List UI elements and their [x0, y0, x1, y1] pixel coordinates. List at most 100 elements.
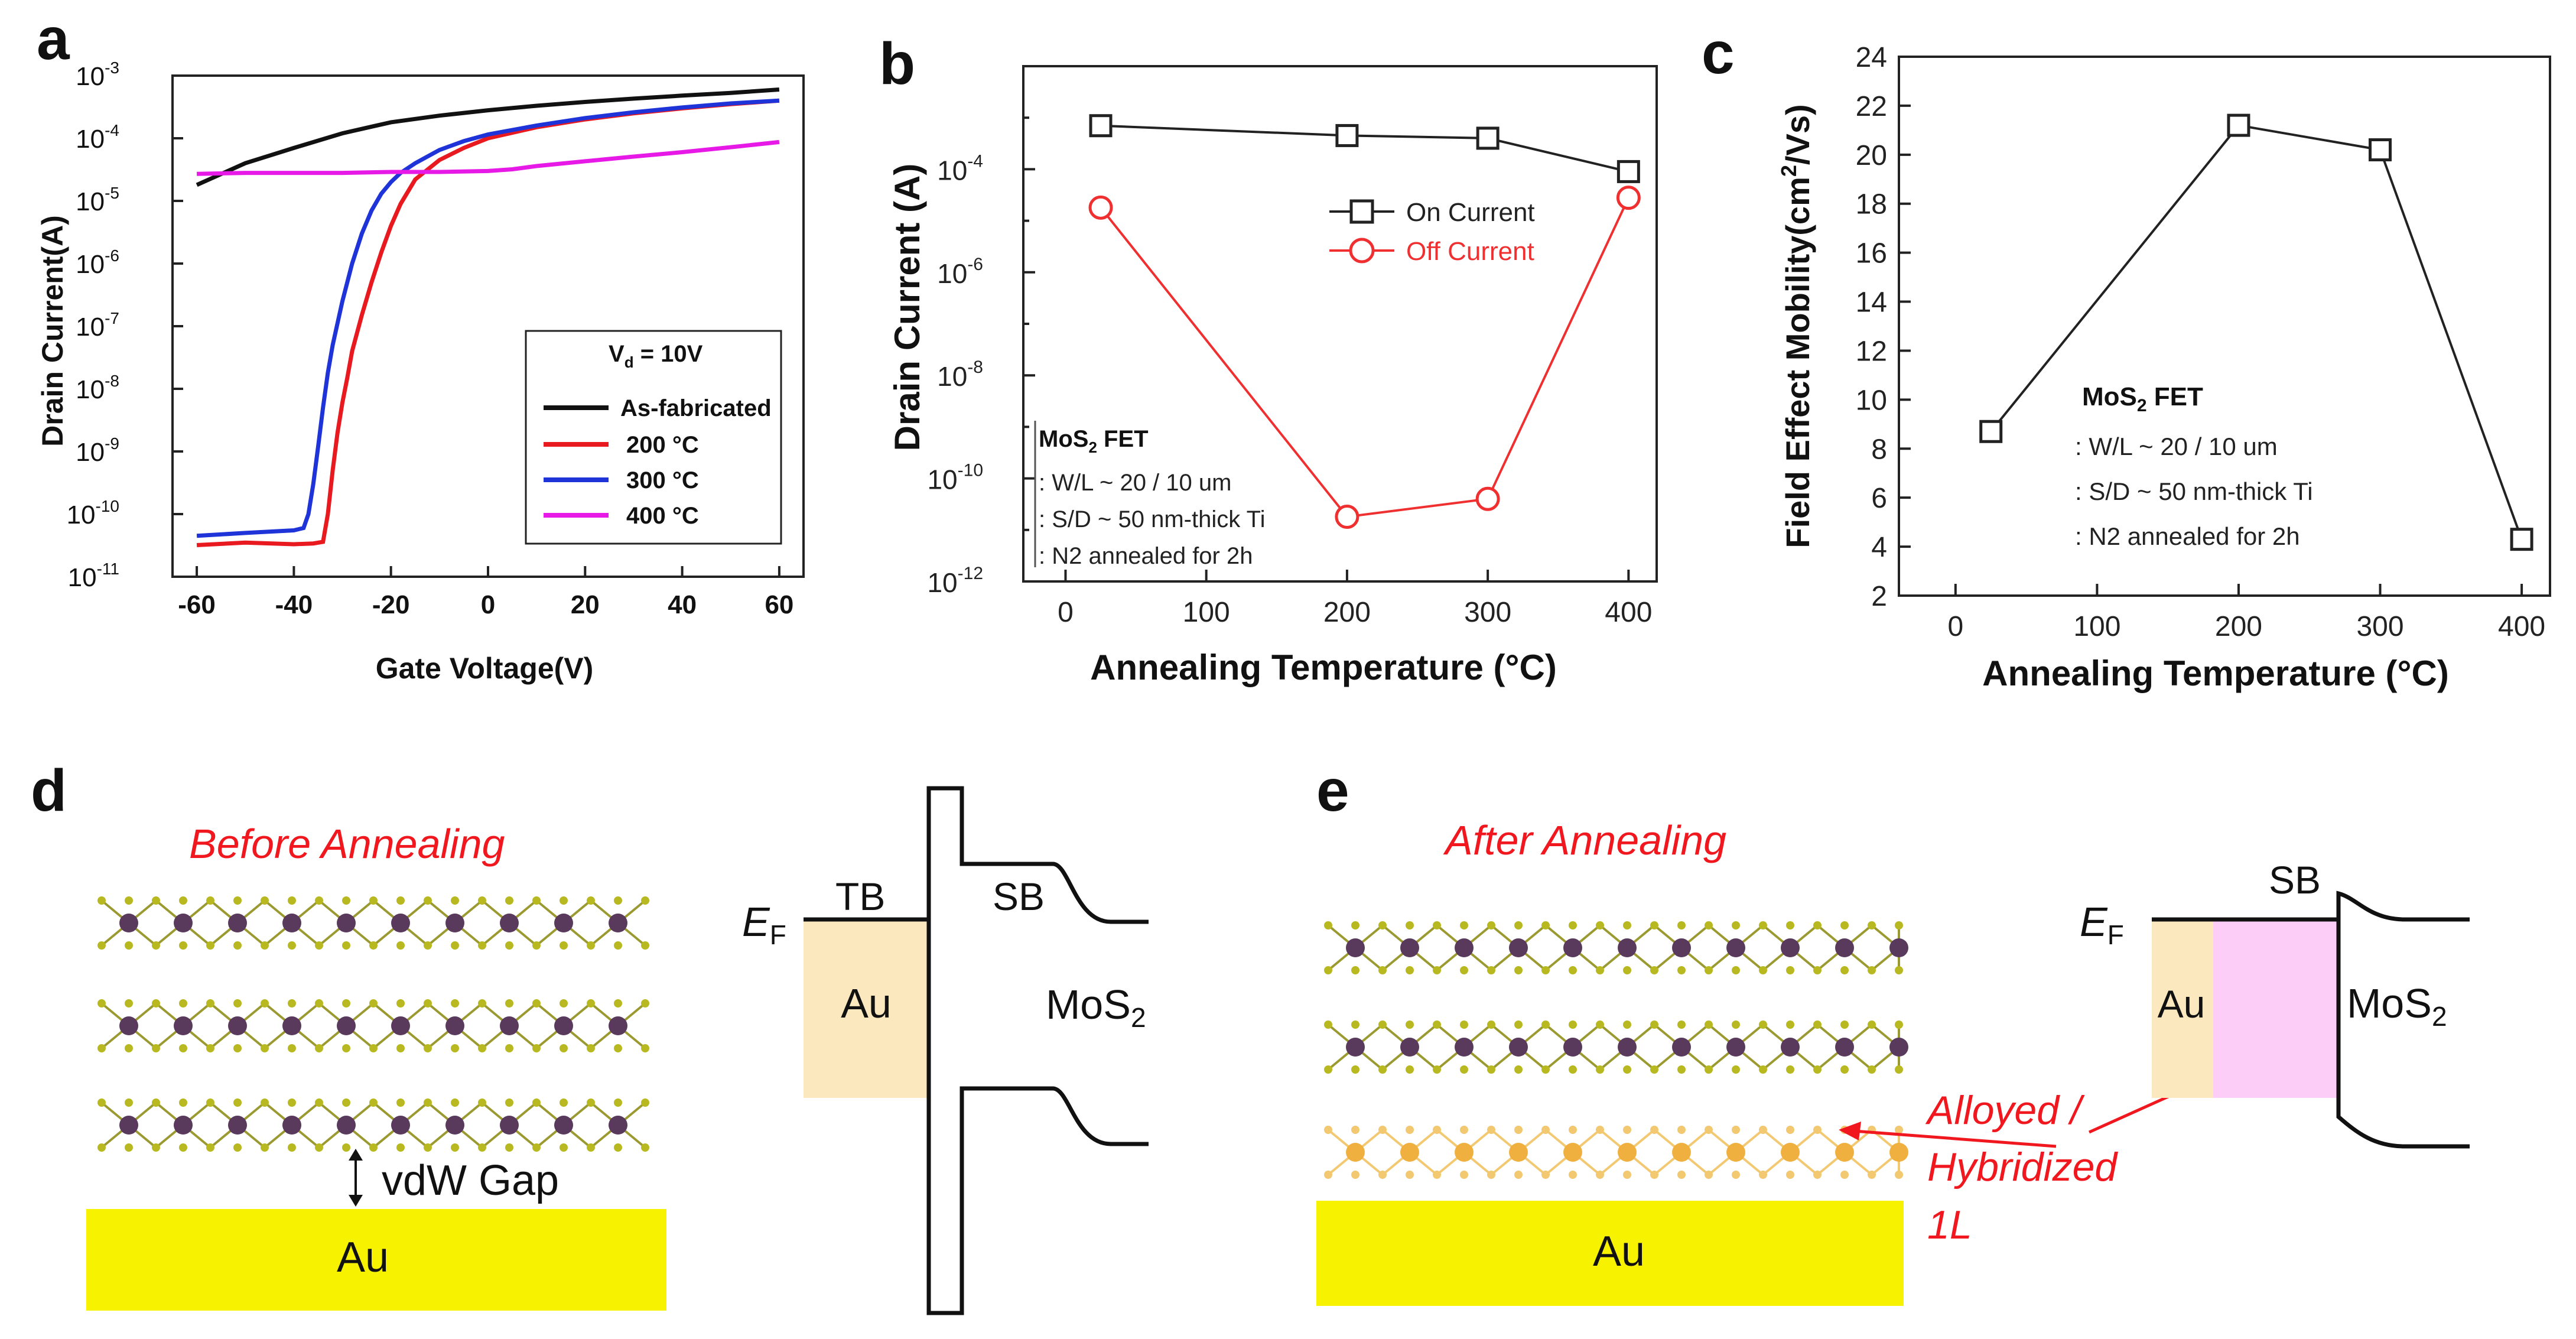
sulfur-atom — [1623, 1171, 1631, 1179]
metal-atom — [1400, 938, 1419, 957]
sulfur-atom — [587, 1098, 595, 1107]
x-tick-label-b: 200 — [1323, 597, 1371, 628]
sulfur-atom — [97, 941, 106, 950]
au-band-label-after: Au — [2158, 982, 2206, 1026]
metal-atom — [609, 1016, 627, 1035]
sulfur-atom — [261, 896, 269, 905]
y-tick-label-c: 8 — [1871, 434, 1887, 465]
fermi-level-label-after: EF — [2080, 899, 2124, 950]
y-ticks-b: 10-12 10-10 10-8 10-6 10-4 — [927, 116, 1035, 598]
sulfur-atom — [1813, 1171, 1822, 1179]
vdw-gap-label: vdW Gap — [382, 1157, 559, 1204]
sulfur-atom — [560, 999, 568, 1008]
sulfur-atom — [396, 1044, 405, 1052]
sulfur-atom — [1487, 1171, 1495, 1179]
sulfur-atom — [1514, 966, 1523, 974]
sulfur-atom — [233, 896, 242, 905]
sulfur-atom — [451, 999, 459, 1008]
sulfur-atom — [396, 941, 405, 950]
annotation-title-c: MoS2 FET — [2082, 382, 2203, 415]
sulfur-atom — [478, 941, 486, 950]
sulfur-atom — [261, 1143, 269, 1152]
y-tick-label-b: 10-8 — [937, 358, 983, 392]
legend-marker-on-current — [1349, 199, 1374, 224]
panel-label-d: d — [31, 758, 67, 824]
sulfur-atom — [1650, 966, 1658, 974]
y-tick-label-c: 18 — [1856, 189, 1887, 220]
sulfur-atom — [1324, 1065, 1332, 1074]
sulfur-atom — [1487, 921, 1495, 930]
y-tick-label-a: 10-7 — [76, 309, 119, 342]
metal-atom — [1835, 938, 1854, 957]
x-tick-label-c: 100 — [2073, 611, 2120, 642]
metal-atom — [609, 1116, 627, 1135]
x-tick-label-b: 300 — [1464, 597, 1511, 628]
sulfur-atom — [1705, 966, 1713, 974]
sulfur-atom — [1324, 1126, 1332, 1134]
annotation-line-b-3: : N2 annealed for 2h — [1039, 543, 1253, 569]
metal-atom — [119, 914, 138, 932]
sulfur-atom — [560, 1143, 568, 1152]
metal-atom — [1672, 938, 1691, 957]
sulfur-atom — [1324, 921, 1332, 930]
sulfur-atom — [1351, 966, 1359, 974]
panel-d: d Before Annealing vdW Gap Au EF TB SB A… — [31, 758, 1149, 1315]
band-diagram-before: EF TB SB Au MoS2 — [742, 786, 1149, 1315]
legend-entry-as-fabricated: As-fabricated — [620, 395, 772, 421]
sulfur-atom — [1623, 1126, 1631, 1134]
x-tick-label-c: 400 — [2498, 611, 2545, 642]
sulfur-atom — [1650, 1065, 1658, 1074]
sulfur-atom — [1759, 1065, 1767, 1074]
sulfur-atom — [1705, 1126, 1713, 1134]
sulfur-atom — [424, 1044, 432, 1052]
sulfur-atom — [152, 1098, 160, 1107]
sulfur-atom — [369, 941, 378, 950]
sulfur-atom — [97, 1044, 106, 1052]
au-band-after — [2152, 919, 2213, 1098]
sulfur-atom — [342, 1098, 350, 1107]
y-tick-label-c: 20 — [1856, 140, 1887, 171]
metal-atom — [1346, 938, 1365, 957]
sulfur-atom — [152, 941, 160, 950]
metal-atom — [282, 914, 301, 932]
x-tick-label-c: 300 — [2356, 611, 2403, 642]
metal-atom — [228, 1016, 247, 1035]
sulfur-atom — [97, 896, 106, 905]
y-tick-label-b: 10-6 — [937, 255, 983, 289]
metal-atom — [228, 914, 247, 932]
sulfur-atom — [1460, 966, 1468, 974]
sulfur-atom — [560, 941, 568, 950]
metal-atom — [1726, 938, 1745, 957]
sulfur-atom — [1378, 921, 1387, 930]
metal-atom — [1889, 938, 1908, 957]
sulfur-atom — [1759, 921, 1767, 930]
x-tick-label-b: 400 — [1605, 597, 1652, 628]
panel-b: b 10-12 10-10 10-8 10-6 10-4 0 100 200 300 400 D… — [879, 31, 1658, 687]
sulfur-atom — [179, 1098, 187, 1107]
mos2-band-label-after: MoS2 — [2347, 980, 2447, 1032]
x-tick-label-a: -40 — [275, 590, 313, 619]
sulfur-atom — [1786, 921, 1794, 930]
metal-atom — [1400, 1038, 1419, 1057]
sulfur-atom — [1406, 966, 1414, 974]
metal-atom — [554, 914, 573, 932]
marker-mobility — [2369, 138, 2392, 162]
sulfur-atom — [1541, 921, 1550, 930]
metal-atom — [228, 1116, 247, 1135]
metal-atom — [282, 1116, 301, 1135]
metal-atom — [1835, 1143, 1854, 1162]
legend-marker-off-current — [1349, 238, 1375, 264]
sulfur-atom — [1514, 1065, 1523, 1074]
sulfur-atom — [1406, 1171, 1414, 1179]
sulfur-atom — [369, 999, 378, 1008]
sulfur-atom — [369, 896, 378, 905]
sulfur-atom — [1460, 1126, 1468, 1134]
marker-mobility — [2227, 113, 2250, 137]
metal-atom — [391, 1016, 410, 1035]
sulfur-atom — [1378, 1065, 1387, 1074]
sulfur-atom — [1514, 1020, 1523, 1029]
metal-atom — [174, 1116, 193, 1135]
metal-atom — [282, 1016, 301, 1035]
sulfur-atom — [1732, 966, 1740, 974]
